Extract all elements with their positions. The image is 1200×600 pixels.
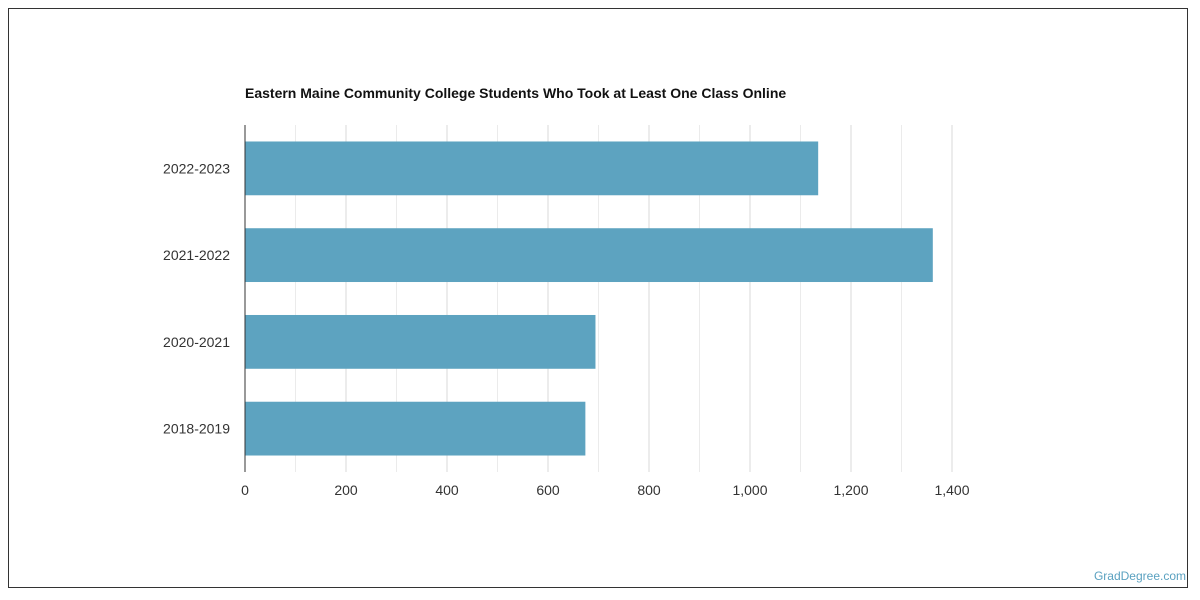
x-tick-label: 0 <box>241 482 249 498</box>
x-tick-label: 600 <box>536 482 560 498</box>
x-tick-label: 1,400 <box>934 482 969 498</box>
x-tick-label: 1,200 <box>833 482 868 498</box>
bar <box>245 141 819 196</box>
chart-title: Eastern Maine Community College Students… <box>245 85 787 101</box>
source-credit-link[interactable]: GradDegree.com <box>1093 569 1186 583</box>
category-label: 2021-2022 <box>163 247 230 263</box>
x-tick-label: 800 <box>637 482 661 498</box>
chart-frame <box>8 8 1188 588</box>
bar <box>245 401 586 456</box>
category-label: 2018-2019 <box>163 421 230 437</box>
bar <box>245 314 596 369</box>
x-tick-label: 1,000 <box>732 482 767 498</box>
x-tick-label: 200 <box>334 482 358 498</box>
bar <box>245 228 933 283</box>
category-label: 2022-2023 <box>163 160 230 176</box>
category-label: 2020-2021 <box>163 334 230 350</box>
x-tick-label: 400 <box>435 482 459 498</box>
